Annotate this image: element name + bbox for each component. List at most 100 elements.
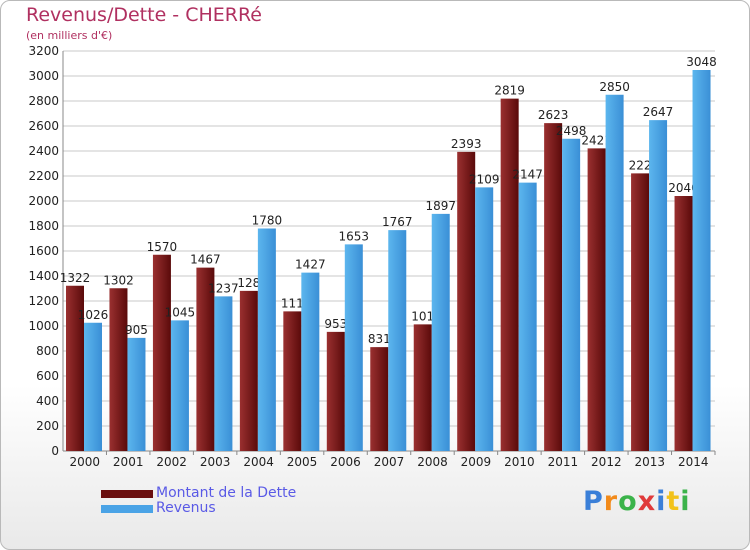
data-label: 2109 — [469, 172, 500, 186]
data-label: 1237 — [208, 281, 239, 295]
y-tick-label: 2600 — [28, 119, 59, 133]
bar-dette — [109, 288, 128, 451]
bar-dette — [66, 285, 84, 451]
bar-revenus — [301, 272, 320, 451]
bar-dette — [196, 267, 215, 451]
y-tick-label: 2400 — [28, 144, 59, 158]
bar-dette — [587, 148, 606, 451]
bar-revenus — [431, 213, 450, 451]
chart-subtitle: (en milliers d'€) — [26, 29, 113, 42]
y-tick-label: 800 — [36, 344, 59, 358]
y-tick-label: 1800 — [28, 219, 59, 233]
data-label: 905 — [125, 323, 148, 337]
data-label: 1897 — [425, 199, 456, 213]
y-tick-label: 0 — [51, 444, 59, 458]
bar-revenus — [388, 230, 407, 451]
bar-dette — [152, 254, 171, 451]
y-tick-label: 3200 — [28, 44, 59, 58]
y-tick-label: 2200 — [28, 169, 59, 183]
data-label: 1427 — [295, 258, 326, 272]
legend-swatch-dette — [101, 490, 153, 498]
y-tick-label: 1400 — [28, 269, 59, 283]
bar-dette — [674, 196, 693, 451]
data-label: 2421 — [581, 133, 612, 147]
x-tick-label: 2003 — [200, 455, 231, 469]
logo-letter: r — [603, 486, 619, 517]
logo-letter: x — [637, 486, 657, 517]
x-tick-label: 2002 — [156, 455, 187, 469]
data-label: 111 — [281, 296, 304, 310]
data-label: 2623 — [538, 108, 569, 122]
data-label: 1767 — [382, 215, 413, 229]
x-tick-label: 2011 — [548, 455, 579, 469]
bar-dette — [326, 331, 345, 451]
bar-revenus — [170, 320, 189, 451]
data-label: 2147 — [512, 168, 543, 182]
x-tick-label: 2008 — [417, 455, 448, 469]
x-tick-label: 2000 — [69, 455, 100, 469]
legend-label-revenus: Revenus — [156, 500, 216, 516]
data-label: 128 — [237, 276, 260, 290]
x-tick-label: 2001 — [113, 455, 144, 469]
y-tick-label: 600 — [36, 369, 59, 383]
y-tick-label: 200 — [36, 419, 59, 433]
data-label: 2647 — [643, 105, 674, 119]
legend-swatch-revenus — [101, 505, 153, 513]
bar-revenus — [605, 94, 624, 451]
y-tick-label: 400 — [36, 394, 59, 408]
y-tick-label: 3000 — [28, 69, 59, 83]
legend-label-dette: Montant de la Dette — [156, 485, 297, 501]
bar-revenus — [649, 120, 668, 451]
bar-dette — [239, 290, 258, 451]
y-tick-label: 1200 — [28, 294, 59, 308]
x-tick-label: 2012 — [591, 455, 622, 469]
logo-letter: i — [656, 486, 667, 517]
data-label: 101 — [411, 309, 434, 323]
y-tick-label: 2000 — [28, 194, 59, 208]
bar-revenus — [475, 187, 494, 451]
data-label: 2850 — [599, 80, 630, 94]
y-tick-label: 1600 — [28, 244, 59, 258]
data-label: 831 — [368, 332, 391, 346]
x-tick-label: 2004 — [243, 455, 274, 469]
y-tick-label: 1000 — [28, 319, 59, 333]
data-label: 222 — [629, 158, 652, 172]
bar-revenus — [692, 70, 711, 451]
x-tick-label: 2013 — [635, 455, 666, 469]
bar-dette — [413, 324, 432, 451]
bar-revenus — [257, 228, 276, 451]
logo-letter: t — [666, 486, 681, 517]
data-label: 1045 — [165, 305, 196, 319]
x-tick-label: 2009 — [461, 455, 492, 469]
chart-title: Revenus/Dette - CHERRé — [26, 4, 262, 26]
bar-dette — [370, 347, 389, 451]
data-label: 1026 — [78, 308, 109, 322]
logo-letter: i — [680, 486, 691, 517]
data-label: 2040 — [668, 181, 699, 195]
x-tick-label: 2007 — [374, 455, 405, 469]
bar-revenus — [84, 322, 102, 451]
data-label: 1322 — [60, 271, 91, 285]
data-label: 1467 — [190, 253, 221, 267]
bar-revenus — [214, 296, 233, 451]
proxiti-logo: Proxiti — [583, 486, 691, 517]
x-tick-label: 2005 — [287, 455, 318, 469]
bar-revenus — [344, 244, 363, 451]
bar-revenus — [518, 182, 537, 451]
bar-revenus — [127, 337, 146, 451]
bar-dette — [544, 123, 563, 451]
data-label: 1570 — [147, 240, 178, 254]
data-label: 2498 — [556, 124, 587, 138]
bar-dette — [283, 311, 302, 451]
data-label: 1780 — [252, 214, 283, 228]
y-tick-label: 2800 — [28, 94, 59, 108]
logo-letter: o — [618, 486, 638, 517]
bar-dette — [500, 98, 519, 451]
data-label: 1302 — [103, 273, 134, 287]
logo-letter: P — [583, 486, 604, 517]
bar-dette — [457, 151, 476, 451]
data-label: 2393 — [451, 137, 482, 151]
x-tick-label: 2014 — [678, 455, 709, 469]
